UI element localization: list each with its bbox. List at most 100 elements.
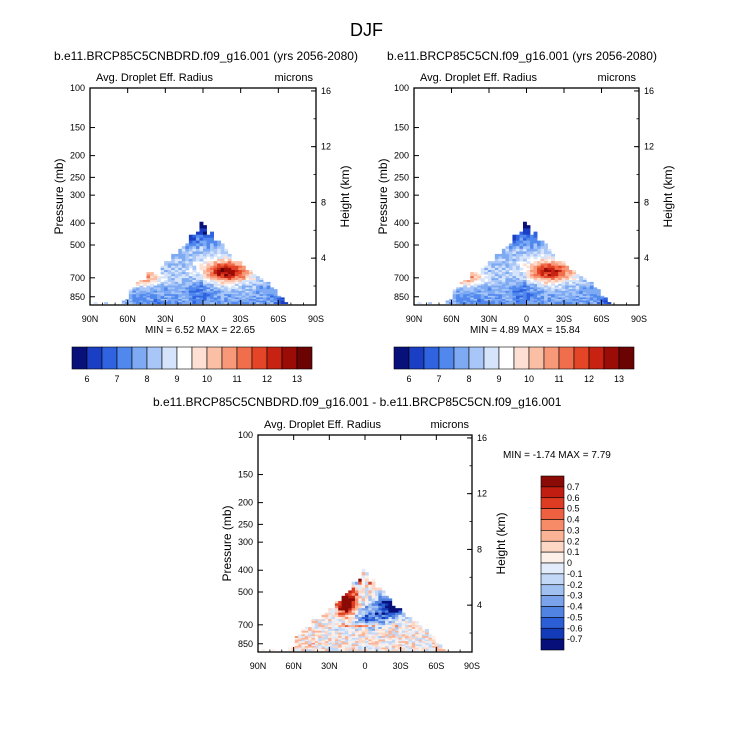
heatmap-cell [273, 297, 278, 300]
heatmap-cell [508, 290, 513, 293]
heatmap-cell [375, 639, 379, 642]
variable-label: Avg. Droplet Eff. Radius [420, 72, 537, 84]
heatmap-cell [551, 265, 556, 269]
heatmap-cell [385, 600, 389, 604]
heatmap-cell [494, 267, 499, 271]
heatmap-cell [248, 299, 253, 301]
heatmap-cell [273, 302, 278, 305]
heatmap-cell [354, 610, 359, 614]
heatmap-cell [311, 632, 316, 635]
heatmap-cell [354, 646, 359, 648]
heatmap-cell [188, 263, 193, 267]
heatmap-cell [395, 634, 399, 637]
heatmap-cell [188, 248, 193, 252]
heatmap-cell [547, 256, 552, 260]
heatmap-cell [206, 272, 211, 275]
heatmap-cell [526, 272, 531, 275]
heatmap-cell [351, 637, 356, 640]
heatmap-cell [341, 625, 346, 628]
heatmap-cell [551, 258, 556, 262]
heatmap-cell [480, 295, 485, 298]
heatmap-cell [575, 300, 580, 303]
heatmap-cell [234, 294, 239, 297]
heatmap-cell [411, 647, 416, 650]
heatmap-cell [344, 644, 349, 647]
heatmap-cell [530, 251, 534, 255]
heatmap-cell [551, 287, 556, 290]
heatmap-cell [480, 278, 485, 281]
heatmap-cell [600, 302, 605, 305]
heatmap-cell [199, 276, 204, 279]
heatmap-cell [238, 297, 243, 300]
heatmap-cell [498, 253, 503, 257]
heatmap-cell [206, 237, 211, 241]
heatmap-cell [206, 234, 211, 239]
heatmap-cell [199, 237, 204, 241]
heatmap-cell [171, 302, 176, 305]
heatmap-cell [301, 628, 306, 632]
heatmap-cell [195, 297, 200, 300]
heatmap-cell [558, 297, 563, 300]
heatmap-cell [178, 289, 183, 292]
heatmap-cell [354, 600, 359, 604]
heatmap-cell [533, 294, 538, 297]
y-tick-label: 850 [70, 292, 85, 302]
heatmap-cell [494, 287, 499, 290]
heatmap-cell [600, 295, 605, 298]
heatmap-cell [231, 295, 236, 298]
heatmap-cell [217, 292, 222, 295]
heatmap-cell [508, 274, 513, 277]
heatmap-cell [470, 276, 475, 279]
heatmap-cell [375, 590, 379, 594]
heatmap-cell [530, 302, 534, 305]
heatmap-cell [508, 294, 513, 297]
heatmap-cell [572, 297, 577, 300]
heatmap-cell [157, 276, 162, 279]
heatmap-cell [224, 292, 229, 295]
heatmap-cell [135, 295, 140, 298]
heatmap-cell [174, 287, 179, 290]
heatmap-cell [192, 287, 197, 290]
heatmap-cell [331, 637, 336, 640]
heatmap-cell [344, 641, 349, 644]
panel-1: 90N 60N 30N 0 30S 60S 90S100150200250300400500… [52, 72, 352, 384]
heatmap-cell [473, 294, 478, 297]
heatmap-cell [438, 646, 443, 648]
heatmap-cell [491, 281, 496, 285]
y-tick-label: 500 [70, 240, 85, 250]
heatmap-cell [378, 634, 383, 637]
heatmap-cell [181, 253, 186, 257]
heatmap-cell [192, 240, 197, 244]
heatmap-cell [206, 299, 211, 301]
heatmap-cell [220, 289, 225, 292]
heatmap-cell [477, 294, 482, 297]
heatmap-cell [301, 642, 306, 645]
heatmap-cell [185, 287, 190, 290]
heatmap-cell [537, 281, 541, 285]
heatmap-cell [365, 590, 369, 594]
heatmap-cell [174, 265, 179, 269]
heatmap-cell [206, 267, 211, 271]
heatmap-cell [259, 297, 264, 300]
heatmap-cell [398, 644, 403, 647]
heatmap-cell [220, 263, 225, 267]
heatmap-cell [431, 637, 436, 640]
heatmap-cell [533, 292, 538, 295]
heatmap-cell [153, 292, 158, 295]
heatmap-cell [185, 295, 190, 298]
heatmap-cell [378, 616, 383, 620]
colorbar-box [161, 346, 178, 370]
heatmap-cell [530, 300, 534, 303]
heatmap-cell [203, 251, 207, 255]
heatmap-cell [227, 287, 232, 290]
heatmap-cell [171, 292, 176, 295]
heatmap-cell [361, 634, 366, 637]
heatmap-cell [354, 614, 359, 618]
heatmap-cell [259, 285, 264, 288]
heatmap-cell [203, 297, 207, 300]
heatmap-cell [484, 265, 489, 269]
heatmap-cell [217, 256, 222, 260]
heatmap-cell [494, 269, 499, 273]
heatmap-cell [371, 608, 376, 611]
heatmap-cell [224, 290, 229, 293]
